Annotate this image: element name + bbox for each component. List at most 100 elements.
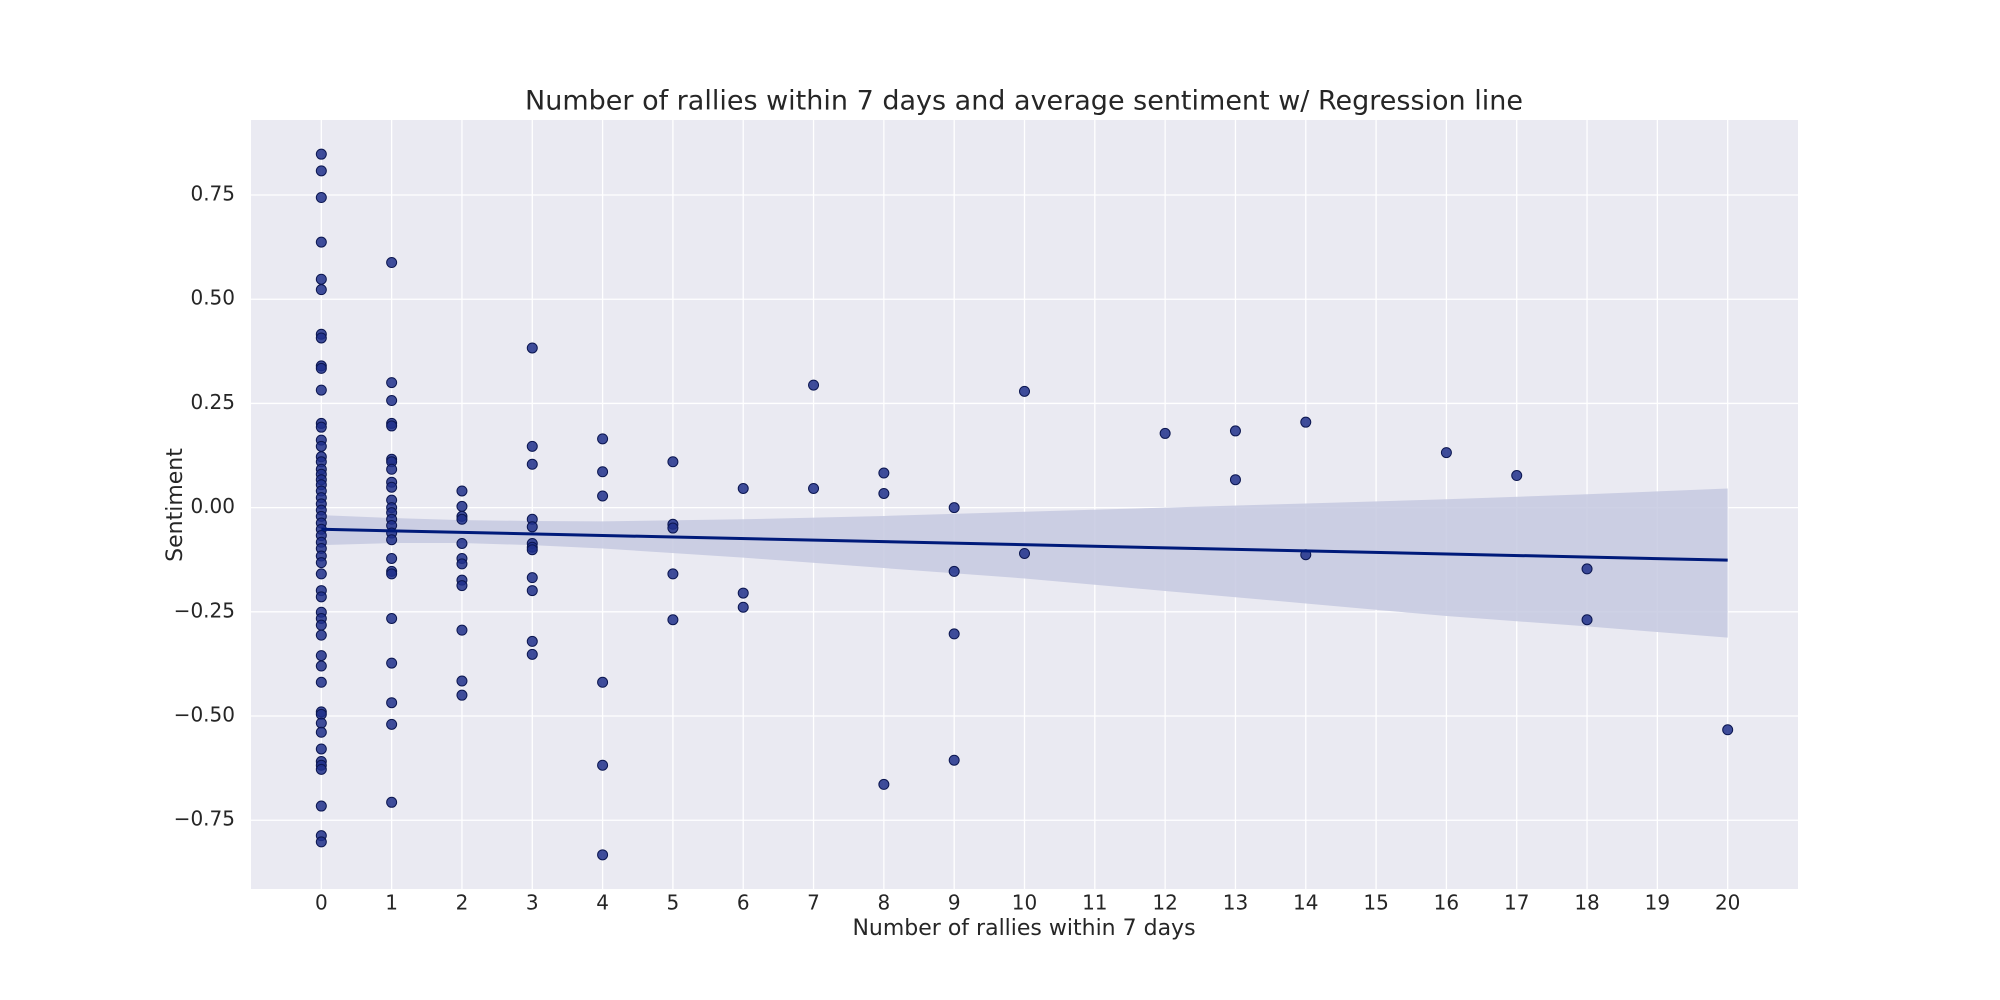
point	[386, 552, 398, 564]
point	[456, 500, 468, 512]
point	[386, 697, 398, 709]
point	[315, 726, 327, 738]
point	[1019, 547, 1030, 559]
y-tick-label: 0.75	[190, 182, 235, 206]
point	[1229, 474, 1241, 486]
point	[1229, 425, 1241, 437]
point	[667, 522, 679, 534]
point	[315, 743, 327, 755]
point	[386, 796, 398, 808]
x-tick-label: 14	[1293, 891, 1318, 915]
point	[456, 624, 468, 636]
point	[597, 849, 609, 861]
x-tick-label: 0	[315, 891, 328, 915]
x-tick-label: 12	[1152, 891, 1177, 915]
point	[878, 778, 890, 790]
labels: 0 1 2 3 4 5 6 7 8 9 10 11 12 13 14 15 16 17 18 19 20−0.75−0.…	[174, 182, 1741, 915]
x-tick-label: 16	[1434, 891, 1459, 915]
y-tick-label: 0.25	[190, 390, 235, 414]
x-tick-label: 19	[1645, 891, 1670, 915]
y-tick-label: −0.25	[174, 598, 235, 622]
x-tick-label: 5	[667, 891, 680, 915]
x-tick-label: 4	[596, 891, 609, 915]
point	[315, 273, 327, 285]
point	[456, 485, 468, 497]
point	[597, 490, 609, 502]
point	[315, 591, 327, 603]
point	[315, 332, 327, 344]
point	[315, 629, 327, 641]
point	[386, 718, 398, 730]
regression-line	[321, 527, 1728, 562]
point	[597, 676, 609, 688]
point	[315, 676, 327, 688]
point	[386, 420, 398, 432]
x-tick-label: 17	[1504, 891, 1529, 915]
point	[1722, 724, 1734, 736]
point	[315, 384, 327, 396]
point	[526, 585, 538, 597]
point	[386, 463, 398, 475]
point	[1511, 470, 1523, 482]
point	[948, 502, 960, 514]
x-tick-label: 15	[1363, 891, 1388, 915]
point	[315, 236, 327, 248]
point	[386, 568, 398, 580]
point	[737, 601, 749, 613]
point	[315, 148, 327, 160]
point	[386, 657, 398, 669]
x-tick-label: 9	[948, 891, 961, 915]
x-tick-label: 18	[1574, 891, 1599, 915]
point	[526, 521, 538, 533]
regression-group	[321, 527, 1728, 562]
point	[597, 433, 609, 445]
point	[526, 635, 538, 647]
point	[386, 377, 398, 389]
point	[526, 440, 538, 452]
point	[737, 482, 749, 494]
point	[315, 440, 327, 452]
y-tick-label: −0.50	[174, 703, 235, 727]
point	[315, 619, 327, 631]
point	[597, 466, 609, 478]
point	[315, 557, 327, 569]
point	[315, 362, 327, 374]
y-tick-label: 0.00	[190, 494, 235, 518]
point	[808, 379, 820, 391]
point	[315, 192, 327, 204]
point	[948, 565, 960, 577]
point	[808, 482, 820, 494]
point	[1159, 427, 1171, 439]
point	[737, 587, 749, 599]
y-axis-label: Sentiment	[163, 448, 188, 562]
point	[456, 513, 468, 525]
y-tick-label: 0.50	[190, 286, 235, 310]
point	[315, 660, 327, 672]
point	[456, 689, 468, 701]
x-tick-label: 6	[737, 891, 750, 915]
point	[1300, 416, 1312, 428]
point	[667, 456, 679, 468]
point	[315, 717, 327, 729]
point	[948, 628, 960, 640]
x-tick-label: 1	[385, 891, 398, 915]
point	[315, 763, 327, 775]
point	[315, 800, 327, 812]
point	[526, 648, 538, 660]
point	[1581, 614, 1593, 626]
x-tick-label: 2	[456, 891, 469, 915]
point	[456, 537, 468, 549]
x-tick-label: 7	[807, 891, 820, 915]
point	[386, 612, 398, 624]
point	[526, 342, 538, 354]
chart-title: Number of rallies within 7 days and aver…	[525, 86, 1523, 117]
point	[456, 580, 468, 592]
point	[667, 614, 679, 626]
point	[456, 675, 468, 687]
x-tick-label: 3	[526, 891, 539, 915]
point	[526, 544, 538, 556]
point	[597, 759, 609, 771]
point	[386, 395, 398, 407]
